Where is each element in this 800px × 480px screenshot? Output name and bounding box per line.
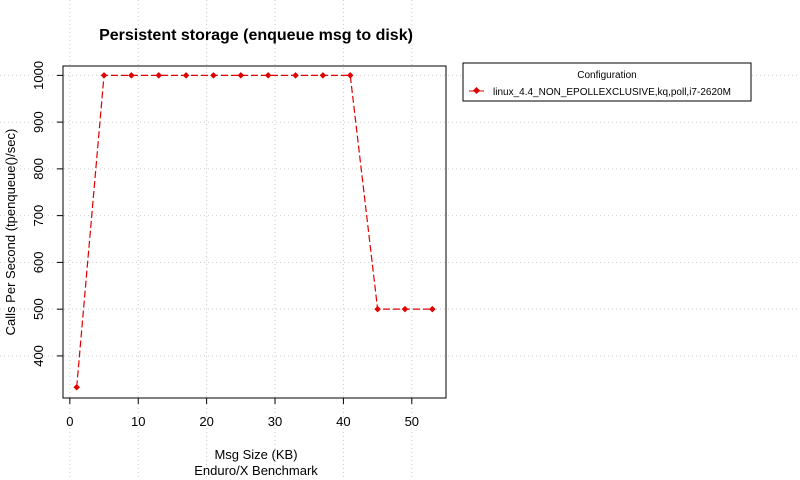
data-point bbox=[401, 305, 409, 313]
data-point bbox=[428, 305, 436, 313]
legend-title: Configuration bbox=[577, 70, 636, 81]
legend-box bbox=[462, 62, 752, 102]
data-point bbox=[237, 71, 245, 79]
y-tick-label: 400 bbox=[31, 345, 46, 367]
x-tick-label: 30 bbox=[268, 414, 282, 429]
plot-frame bbox=[62, 65, 447, 399]
axes-layer: 0 10 20 30 40 50 400 500 600 700 800 900 1000 bbox=[31, 61, 419, 429]
data-point bbox=[264, 71, 272, 79]
chart-title: Persistent storage (enqueue msg to disk) bbox=[99, 27, 413, 44]
data-point bbox=[292, 71, 299, 79]
x-tick-label: 10 bbox=[131, 414, 145, 429]
y-tick-label: 600 bbox=[31, 252, 46, 274]
y-tick-label: 1000 bbox=[31, 61, 46, 90]
series-layer bbox=[73, 71, 436, 391]
y-tick-label: 700 bbox=[31, 205, 46, 227]
y-tick-label: 800 bbox=[31, 158, 46, 180]
y-tick-label: 500 bbox=[31, 298, 46, 320]
x-tick-label: 20 bbox=[199, 414, 213, 429]
y-axis-label: Calls Per Second (tpenqueue()/sec) bbox=[3, 129, 18, 336]
y-tick-label: 900 bbox=[31, 111, 46, 133]
data-point bbox=[182, 71, 190, 79]
x-axis-label: Msg Size (KB) bbox=[214, 447, 297, 462]
data-point bbox=[100, 71, 108, 79]
data-point bbox=[319, 71, 327, 79]
series-line bbox=[76, 74, 433, 388]
x-tick-label: 40 bbox=[336, 414, 350, 429]
data-point bbox=[374, 305, 381, 313]
legend-series-label: linux_4.4_NON_EPOLLEXCLUSIVE,kq,poll,i7-… bbox=[493, 87, 731, 98]
data-point bbox=[73, 383, 81, 391]
legend: Configuration linux_4.4_NON_EPOLLEXCLUSI… bbox=[462, 62, 752, 102]
data-point bbox=[210, 71, 217, 79]
x-axis-sublabel: Enduro/X Benchmark bbox=[194, 463, 318, 478]
legend-swatch-marker bbox=[472, 86, 481, 95]
data-point bbox=[128, 71, 135, 79]
x-tick-label: 50 bbox=[405, 414, 419, 429]
x-tick-label: 0 bbox=[66, 414, 73, 429]
data-point bbox=[155, 71, 163, 79]
data-point bbox=[346, 71, 354, 79]
